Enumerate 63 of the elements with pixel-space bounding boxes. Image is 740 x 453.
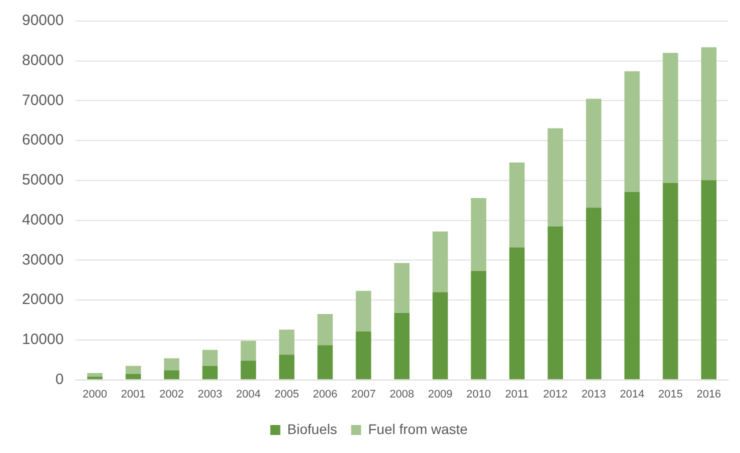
bar [356, 332, 372, 380]
bar [317, 345, 333, 380]
bar [279, 330, 294, 355]
bar [164, 370, 180, 380]
y-tick-label: 90000 [22, 12, 64, 30]
x-tick-label: 2006 [312, 388, 338, 400]
y-tick-label: 20000 [22, 291, 64, 308]
x-tick-label: 2010 [466, 388, 491, 400]
x-tick-label: 2004 [236, 388, 261, 400]
y-tick-label: 30000 [22, 251, 64, 268]
bar [394, 312, 410, 380]
bar [470, 270, 486, 380]
x-tick-label: 2014 [620, 388, 644, 400]
bar [356, 290, 372, 332]
x-tick-label: 2013 [581, 388, 606, 400]
bar [470, 198, 486, 271]
bar [586, 208, 602, 380]
bar [87, 376, 103, 380]
bar [240, 340, 256, 361]
y-tick-label: 0 [55, 370, 64, 388]
x-tick-label: 2015 [658, 388, 683, 400]
bar [87, 373, 103, 377]
bar [394, 262, 410, 313]
bar [509, 162, 525, 248]
x-tick-label: 2009 [428, 388, 452, 400]
bar [202, 366, 218, 380]
x-tick-label: 2000 [82, 388, 108, 400]
x-tick-label: 2016 [696, 388, 722, 400]
bar [509, 247, 525, 380]
y-tick-label: 70000 [22, 92, 64, 109]
bar [701, 47, 716, 180]
bar [432, 292, 448, 380]
bar [548, 226, 564, 380]
y-tick-label: 40000 [22, 211, 64, 228]
bar [432, 231, 448, 292]
x-tick-label: 2002 [159, 388, 184, 400]
x-tick-label: 2011 [505, 388, 529, 400]
x-tick-label: 2005 [274, 388, 299, 400]
x-tick-label: 2008 [390, 388, 414, 400]
bar [624, 71, 640, 192]
bar [317, 314, 333, 346]
y-tick-label: 10000 [22, 331, 64, 348]
legend-label: Fuel from waste [368, 420, 468, 437]
x-tick-label: 2001 [121, 388, 146, 400]
x-tick-label: 2012 [543, 388, 568, 400]
bar [164, 358, 180, 370]
bar [202, 350, 218, 366]
bar [701, 180, 716, 380]
y-tick-label: 60000 [22, 132, 64, 149]
bar [240, 360, 256, 380]
y-tick-label: 80000 [22, 52, 64, 70]
bar [126, 374, 141, 380]
bar [662, 182, 678, 380]
bar [624, 192, 640, 380]
bar [126, 366, 141, 374]
x-tick-label: 2007 [351, 388, 376, 400]
bar [662, 52, 678, 183]
y-tick-label: 50000 [22, 172, 64, 189]
bar [548, 128, 564, 226]
bar [586, 98, 602, 208]
x-tick-label: 2003 [198, 388, 222, 400]
legend-label: Biofuels [287, 420, 338, 437]
bar [279, 354, 294, 380]
